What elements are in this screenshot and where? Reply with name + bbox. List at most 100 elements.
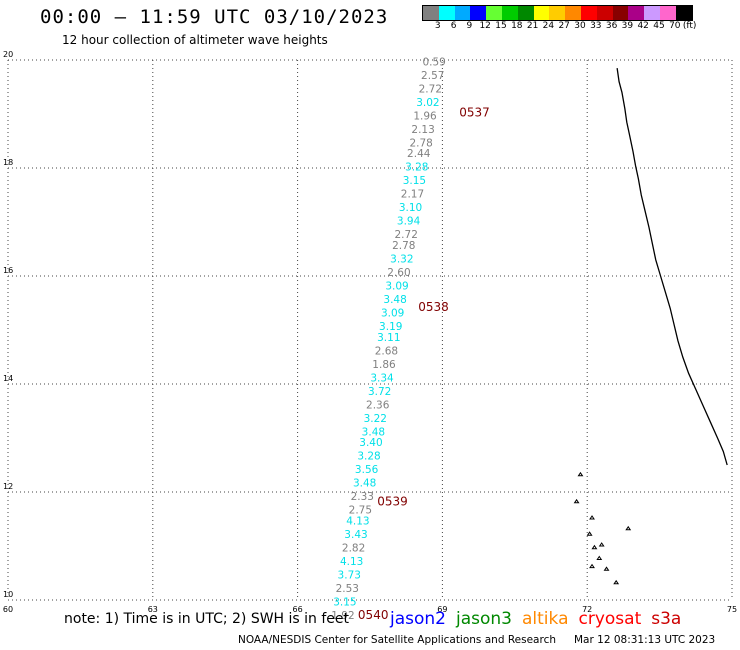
color-scale-label: 6 — [450, 21, 457, 31]
x-tick-label: 69 — [437, 605, 447, 614]
color-scale-bar — [422, 5, 693, 21]
x-tick-label: 75 — [727, 605, 737, 614]
y-tick-label: 12 — [3, 482, 13, 491]
color-swatch — [470, 6, 487, 20]
color-swatch — [501, 6, 518, 20]
x-tick-label: 72 — [582, 605, 592, 614]
wave-height-value: 2.60 — [387, 267, 410, 279]
wave-height-value: 0.59 — [422, 56, 445, 68]
color-scale-label: 39 — [621, 21, 634, 31]
wave-height-value: 2.53 — [336, 583, 359, 595]
wave-height-value: 2.33 — [351, 491, 374, 503]
x-tick-label: 60 — [3, 605, 13, 614]
wave-height-value: 3.22 — [364, 413, 387, 425]
color-swatch — [549, 6, 566, 20]
wave-height-value: 2.44 — [407, 148, 431, 160]
wave-height-value: 3.09 — [381, 308, 404, 320]
color-scale-label: 70 — [669, 21, 681, 31]
island-outline — [625, 525, 632, 531]
wave-height-value: 3.48 — [362, 426, 385, 438]
island-outline — [586, 531, 593, 536]
color-scale-label: 36 — [605, 21, 618, 31]
island-outline — [596, 555, 603, 560]
wave-height-value: 2.72 — [419, 83, 442, 95]
color-swatch — [517, 6, 534, 20]
island-outline — [598, 542, 605, 547]
y-tick-label: 18 — [3, 158, 13, 167]
wave-height-value: 2.36 — [366, 399, 390, 411]
wave-height-value: 3.72 — [368, 386, 391, 398]
color-swatch — [423, 6, 439, 20]
coastline — [616, 68, 728, 466]
wave-height-value: 2.78 — [392, 240, 415, 252]
color-swatch — [580, 6, 597, 20]
color-scale-label: 27 — [558, 21, 570, 31]
color-swatch — [486, 6, 502, 20]
wave-height-value: 3.48 — [353, 478, 376, 490]
satellite-legend: jason2 jason3 altika cryosat s3a — [390, 609, 691, 629]
color-swatch — [644, 6, 660, 20]
footer-credit-line: NOAA/NESDIS Center for Satellite Applica… — [238, 634, 715, 646]
color-swatch — [596, 6, 613, 20]
color-scale-label: (ft) — [682, 21, 697, 31]
wave-height-value: 4.13 — [346, 515, 369, 527]
color-swatch — [533, 6, 550, 20]
wave-height-value: 3.48 — [383, 294, 406, 306]
wave-height-value: 2.13 — [411, 124, 434, 136]
wave-height-value: 2.78 — [409, 137, 432, 149]
page-title: 00:00 – 11:59 UTC 03/10/2023 — [40, 6, 389, 28]
pass-time-label: 0540 — [358, 608, 389, 622]
color-scale-label: 9 — [466, 21, 473, 31]
satellite-legend-entry: cryosat — [578, 609, 642, 629]
color-scale-label: 42 — [637, 21, 649, 31]
y-tick-label: 16 — [3, 266, 13, 275]
wave-height-value: 3.94 — [397, 216, 421, 228]
island-outline — [613, 579, 620, 585]
color-scale-label: 15 — [495, 21, 507, 31]
wave-height-value: 4.13 — [340, 556, 363, 568]
wave-height-value: 3.28 — [357, 451, 380, 463]
color-scale-label: 45 — [653, 21, 665, 31]
color-scale-label: 33 — [590, 21, 602, 31]
color-scale-label: 12 — [479, 21, 491, 31]
wave-height-value: 3.19 — [379, 321, 402, 333]
island-outline — [591, 544, 598, 550]
footer-timestamp: Mar 12 08:31:13 UTC 2023 — [574, 634, 716, 646]
wave-height-value: 2.82 — [342, 542, 365, 554]
wave-height-value: 3.40 — [359, 437, 382, 449]
color-scale-label: 3 — [434, 21, 441, 31]
y-tick-label: 14 — [3, 374, 13, 383]
x-tick-label: 63 — [148, 605, 158, 614]
color-scale-label: 18 — [511, 21, 523, 31]
wave-height-value: 2.72 — [395, 229, 418, 241]
color-scale-label: 24 — [542, 21, 555, 31]
island-outline — [589, 563, 595, 569]
wave-height-value: 2.17 — [401, 189, 424, 201]
island-outline — [589, 515, 595, 520]
satellite-legend-entry: jason3 — [456, 609, 512, 629]
color-swatch — [659, 6, 676, 20]
color-swatch — [612, 6, 629, 20]
island-outline — [577, 471, 584, 477]
satellite-legend-entry: altika — [522, 609, 569, 629]
wave-height-value: 3.15 — [403, 175, 426, 187]
wave-height-value: 3.11 — [377, 332, 400, 344]
wave-height-value: 1.96 — [413, 110, 437, 122]
wave-height-value: 3.73 — [338, 569, 361, 581]
satellite-legend-entry: jason2 — [390, 609, 446, 629]
wave-height-value: 3.28 — [405, 162, 428, 174]
y-tick-label: 10 — [3, 590, 13, 599]
island-outline — [603, 566, 610, 571]
color-scale-label: 21 — [526, 21, 539, 31]
pass-time-label: 0537 — [459, 106, 490, 120]
x-tick-label: 66 — [293, 605, 303, 614]
footer-note: note: 1) Time is in UTC; 2) SWH is in fe… — [64, 611, 350, 627]
wave-height-value: 3.34 — [370, 372, 394, 384]
island-outline — [573, 498, 580, 504]
wave-height-value: 2.75 — [349, 505, 372, 517]
color-swatch — [628, 6, 645, 20]
wave-height-value: 3.15 — [333, 596, 356, 608]
color-swatch — [675, 6, 692, 20]
wave-height-value: 3.02 — [416, 97, 439, 109]
